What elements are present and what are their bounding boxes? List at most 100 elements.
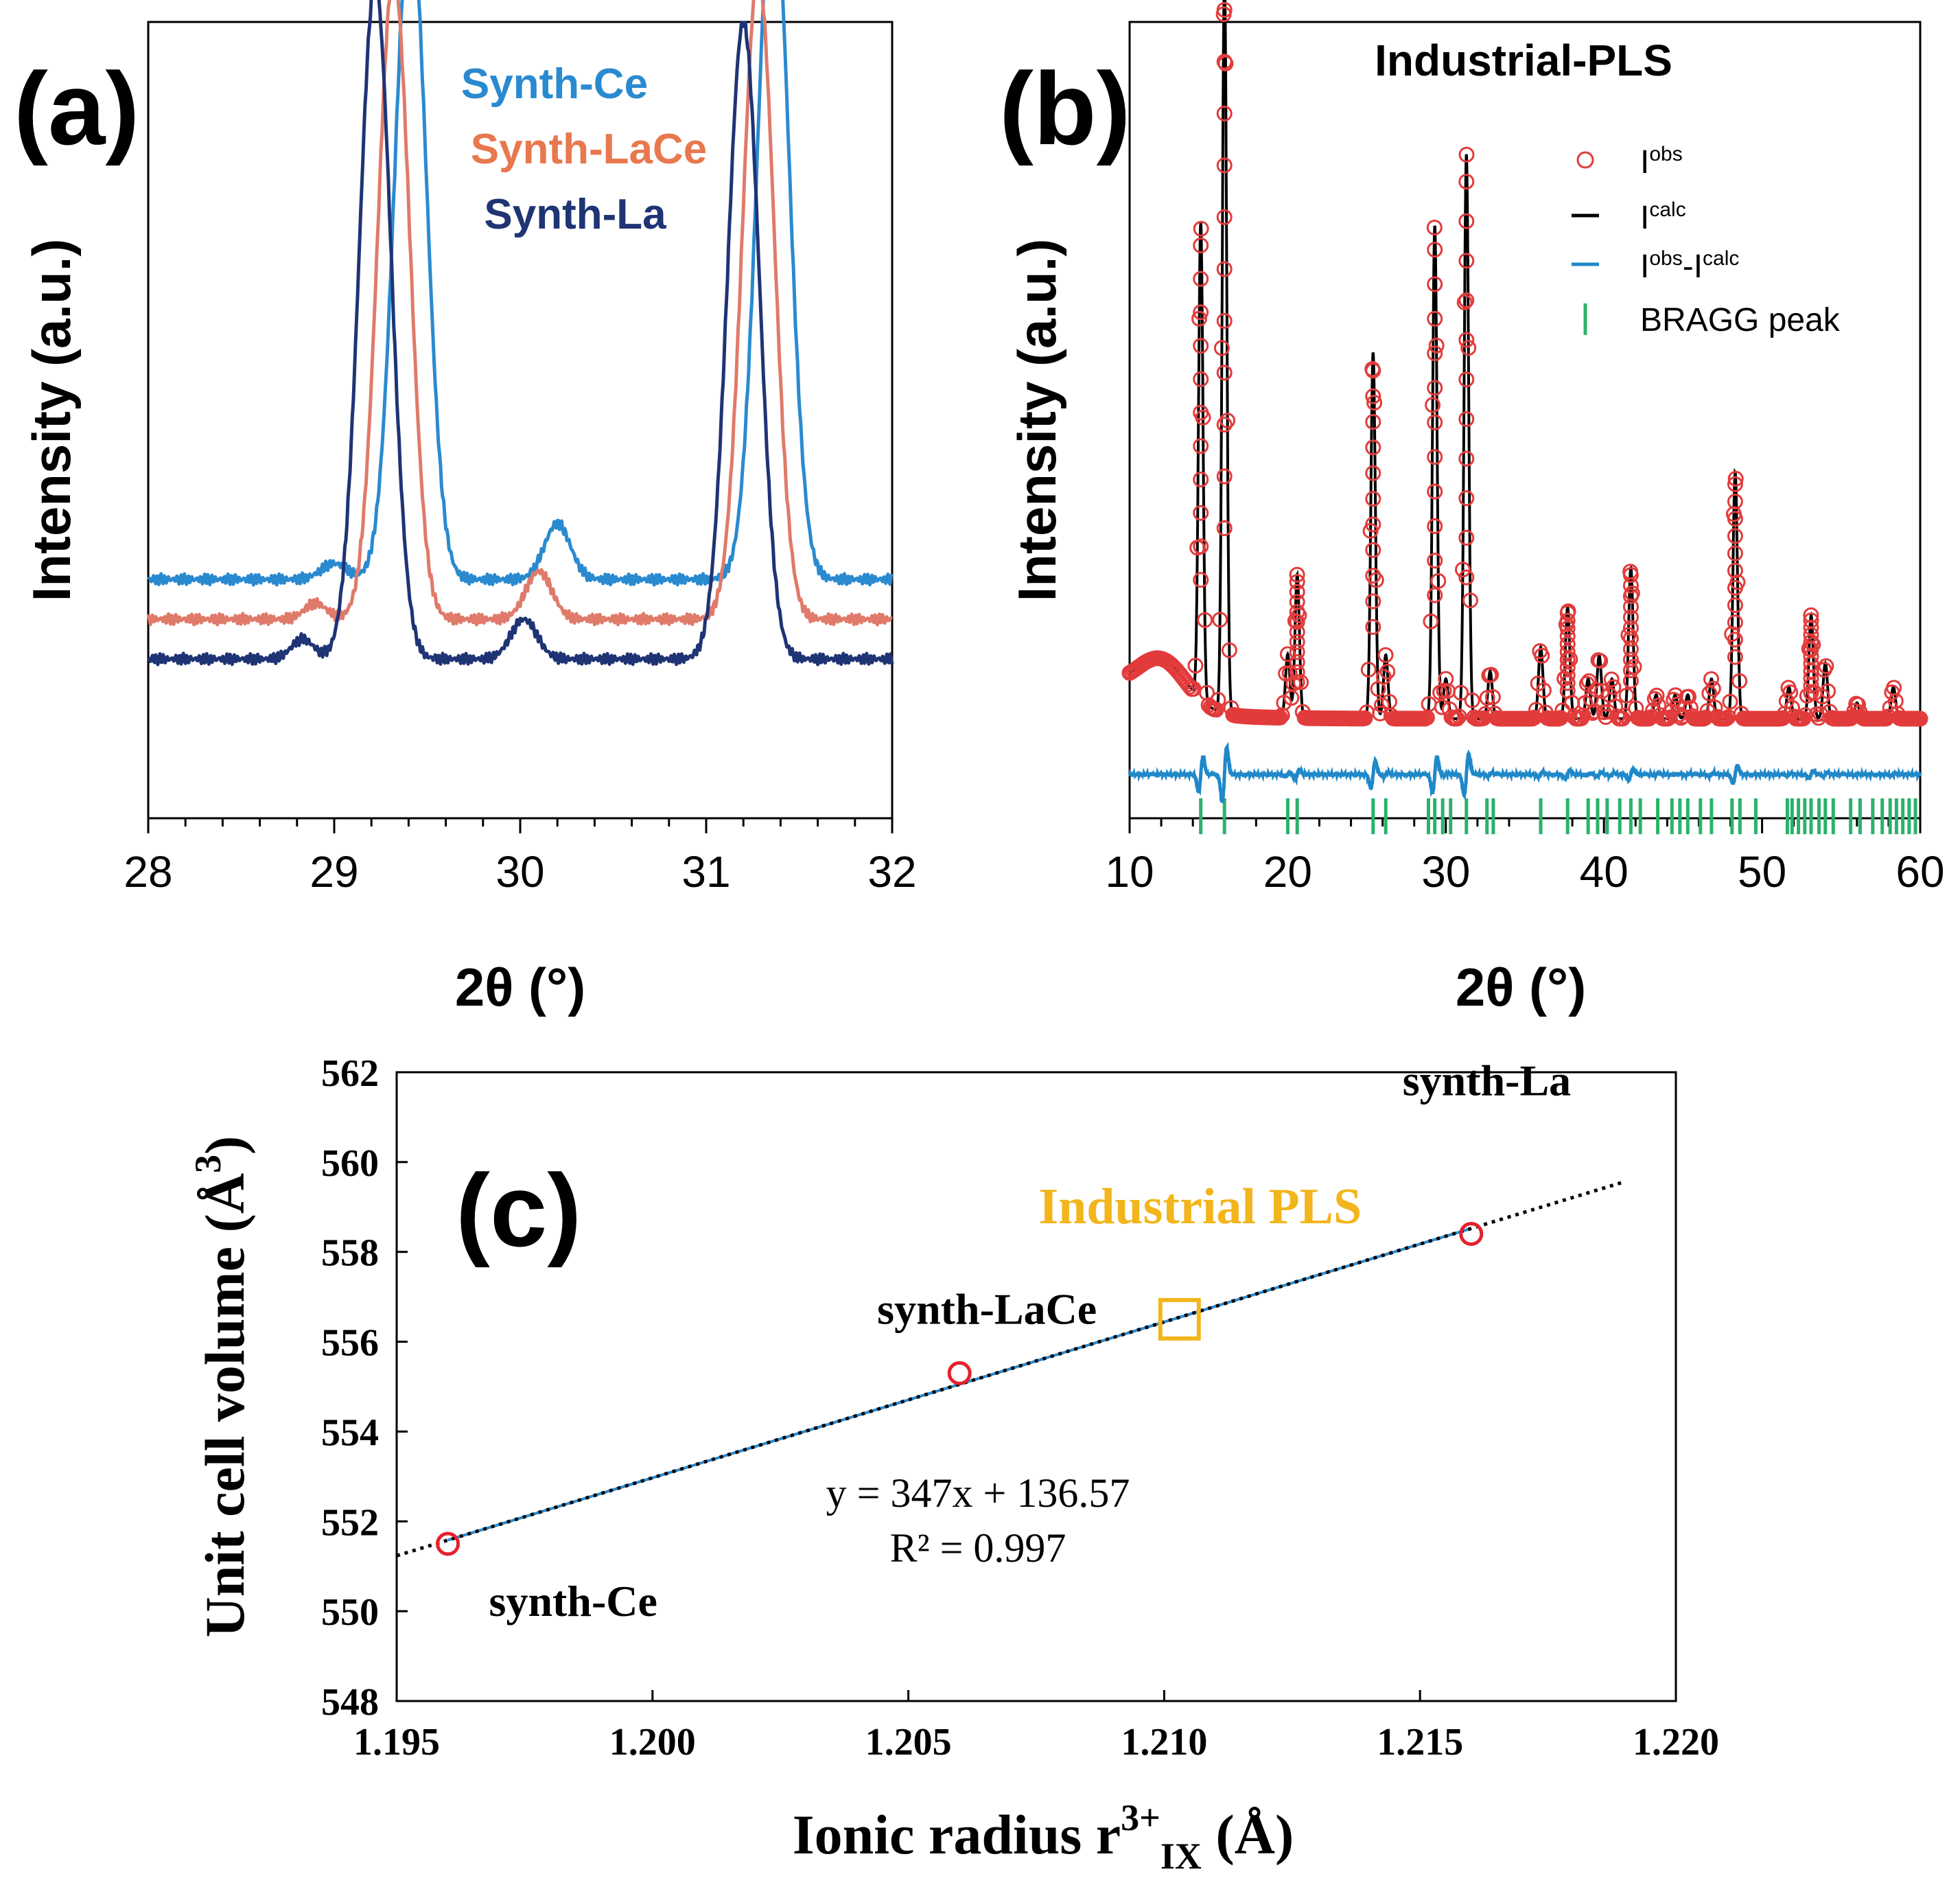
observed-point [1428, 337, 1445, 354]
observed-point [1427, 414, 1443, 430]
observed-point [1622, 620, 1639, 636]
panel-b-x-label: 2θ (°) [1456, 957, 1586, 1017]
observed-point [1458, 332, 1475, 348]
x-label-main: Ionic radius r [793, 1803, 1121, 1866]
panel-a-x-ticks: 28 29 30 31 32 [124, 818, 917, 897]
observed-point [1451, 708, 1467, 725]
observed-point [1559, 651, 1576, 668]
observed-point [1365, 491, 1381, 507]
observed-point [1458, 146, 1475, 163]
observed-point [1289, 634, 1305, 650]
observed-point [1458, 450, 1475, 467]
observed-point [1559, 644, 1576, 660]
observed-point [1559, 612, 1576, 629]
observed-point [1434, 699, 1450, 715]
observed-point [1216, 54, 1233, 70]
observed-point [1365, 593, 1381, 610]
observed-point [1365, 362, 1381, 379]
observed-point [1559, 675, 1576, 691]
observed-point [1374, 697, 1390, 713]
observed-point [1456, 294, 1473, 310]
observed-point [1803, 607, 1819, 623]
observed-point [1559, 659, 1576, 675]
y-tick-label: 550 [321, 1591, 379, 1634]
point-label-synth-LaCe: synth-LaCe [877, 1284, 1097, 1333]
observed-point [1483, 667, 1500, 683]
panel-c: (c) 1.195 1.200 1.205 1.210 1.215 1.220 548 550… [187, 1052, 1719, 1877]
observed-point [1731, 673, 1748, 689]
observed-point [1803, 612, 1819, 629]
x-tick-label: 60 [1895, 847, 1944, 897]
x-tick-label: 1.210 [1121, 1721, 1207, 1763]
observed-point [1648, 687, 1665, 704]
legend-bragg-text: BRAGG peak [1640, 302, 1841, 338]
observed-point [1365, 414, 1381, 430]
observed-point [1622, 567, 1639, 583]
observed-point [1360, 662, 1377, 678]
observed-point [1426, 220, 1443, 235]
panel-c-x-label: Ionic radius r3+IX (Å) [793, 1797, 1294, 1877]
observed-point [1216, 313, 1233, 329]
x-label-unit: (Å) [1202, 1803, 1294, 1866]
observed-point [1535, 682, 1552, 699]
observed-point [1366, 395, 1383, 411]
observed-point [1703, 671, 1719, 687]
observed-point [1427, 553, 1443, 569]
diff-line [1128, 741, 1922, 803]
panel-c-ticks: 1.195 1.200 1.205 1.210 1.215 1.220 548 550 552 5… [321, 1052, 1719, 1763]
observed-point [1559, 636, 1576, 652]
calc-line [1129, 0, 1920, 720]
observed-point [1618, 687, 1635, 704]
observed-point [1289, 566, 1305, 583]
observed-point [1216, 468, 1233, 485]
panel-b-legend: Iobs Icalc Iobs-Icalc BRAGG peak [1572, 143, 1841, 338]
observed-point [1379, 664, 1396, 680]
observed-point [1365, 465, 1381, 481]
observed-point [1559, 605, 1576, 621]
observed-point [1479, 690, 1495, 706]
x-tick-label: 10 [1105, 847, 1154, 897]
observed-point [1430, 573, 1447, 589]
observed-point [1462, 592, 1478, 609]
observed-point [1193, 404, 1209, 421]
observed-point [1605, 679, 1622, 695]
y-label-sup: 3 [187, 1155, 229, 1173]
y-tick-label: 548 [321, 1681, 379, 1724]
observed-point [1484, 689, 1501, 705]
industrial-pls-label: Industrial PLS [1038, 1179, 1362, 1235]
observed-point [1820, 683, 1836, 699]
legend-diff-base: I [1640, 248, 1649, 285]
observed-point [1289, 594, 1305, 610]
observed-point [1727, 545, 1743, 562]
observed-point [1289, 583, 1305, 600]
observed-point [1727, 597, 1743, 614]
observed-point [1193, 371, 1209, 387]
observed-point [1427, 587, 1443, 603]
observed-point [1458, 253, 1475, 269]
observed-point [1377, 647, 1394, 663]
x-tick-label: 1.220 [1633, 1721, 1719, 1763]
observed-point [1216, 1, 1233, 18]
legend-diff-sup: obs [1649, 247, 1682, 270]
observed-point [1458, 411, 1475, 427]
y-label-close: ) [194, 1136, 256, 1155]
observed-point [1559, 667, 1576, 684]
bragg-peak-markers [1199, 798, 1917, 835]
point-synth-La [1459, 1222, 1484, 1247]
point-synth-LaCe [947, 1361, 972, 1385]
observed-point [1458, 174, 1475, 190]
x-tick-label: 30 [495, 847, 544, 897]
legend-calc-base: I [1640, 200, 1649, 236]
observed-point [1279, 646, 1296, 662]
observed-point [1455, 562, 1471, 578]
observed-point [1221, 642, 1237, 658]
point-label-synth-La: synth-La [1403, 1056, 1571, 1105]
legend-diff-sup2: calc [1703, 247, 1739, 270]
panel-a: (a) 28 29 30 31 32 Synth-Ce Synth-LaCe Synth… [14, 0, 917, 1017]
observed-point [1193, 220, 1209, 237]
observed-point [1458, 213, 1475, 229]
x-tick-label: 29 [310, 847, 358, 897]
observed-point [1220, 413, 1236, 429]
observed-point [1193, 438, 1209, 454]
